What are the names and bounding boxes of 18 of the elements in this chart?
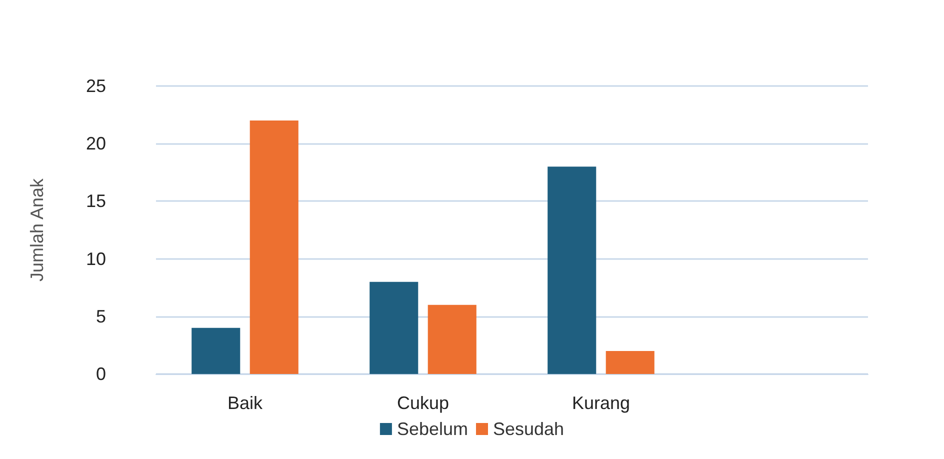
bar (606, 350, 654, 374)
bar (370, 282, 418, 374)
bar (548, 166, 596, 374)
y-tick-label: 15 (86, 191, 106, 212)
y-tick-label: 25 (86, 76, 106, 96)
legend-label: Sebelum (396, 419, 468, 439)
y-tick-label: 10 (86, 248, 106, 269)
y-tick-label: 20 (86, 134, 106, 154)
x-tick-label: Cukup (396, 393, 450, 413)
y-axis-title: Jumlah Anak (27, 177, 47, 282)
legend-label: Sesudah (492, 419, 564, 439)
bar (428, 304, 476, 374)
bar (250, 120, 298, 374)
bar (192, 328, 240, 374)
x-tick-label: Kurang (572, 393, 630, 413)
x-tick-label: Baik (227, 393, 264, 413)
y-tick-label: 0 (96, 364, 106, 384)
y-tick-label: 5 (96, 306, 106, 326)
